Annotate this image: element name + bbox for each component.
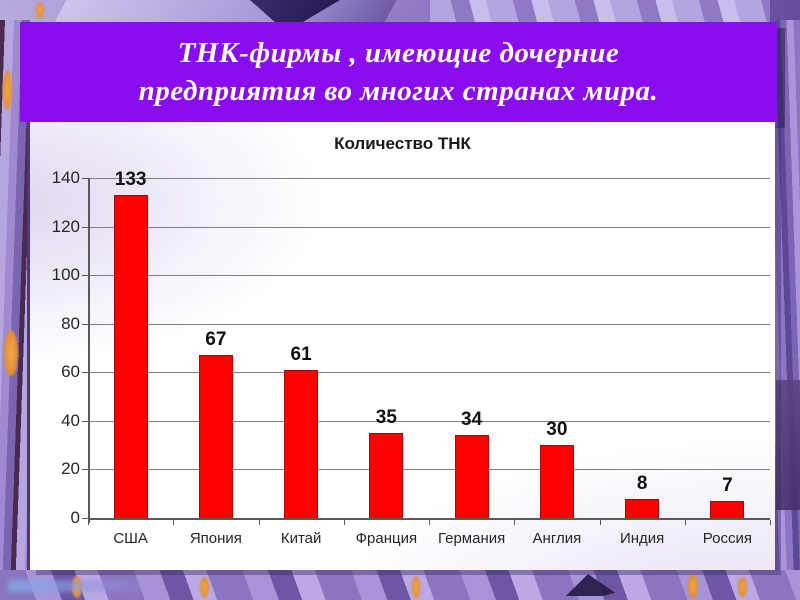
bar-value-label: 133: [114, 169, 147, 190]
x-axis-tick: [770, 520, 771, 525]
bar-Россия: [710, 501, 745, 518]
x-axis-tick: [514, 520, 516, 525]
x-axis-line: [88, 518, 770, 520]
bar-Германия: [454, 435, 489, 518]
chart-title: Количество ТНК: [334, 134, 471, 153]
slide-title-banner: ТНК-фирмы , имеющие дочерние предприятия…: [20, 22, 777, 122]
y-axis-label: 0: [70, 508, 80, 527]
y-axis-tick: [82, 372, 88, 374]
bar-value-label: 8: [636, 472, 648, 494]
bar-chart-plot-area: 0 20 40 60 80 100 120 140 133 США 67 Япония 61 Китай 3…: [30, 122, 775, 570]
x-axis-label: Россия: [702, 530, 752, 547]
x-axis-tick: [429, 520, 430, 525]
flower-stamen: [412, 576, 420, 598]
chart-panel: Количество ТНК 0 20 40 60 80 100 120 140 133 США 6…: [30, 122, 775, 570]
x-axis-tick: [173, 520, 175, 525]
bar-Китай: [284, 369, 319, 518]
x-axis-tick: [684, 520, 686, 525]
flower-stamen: [4, 330, 18, 376]
x-axis-tick: [343, 520, 345, 525]
flower-stamen: [738, 577, 747, 597]
y-axis-line: [88, 178, 90, 523]
y-axis-label: 140: [51, 168, 80, 187]
x-axis-label: Германия: [438, 530, 506, 547]
flower-petal-dark: [776, 380, 800, 510]
bar-Англия: [539, 445, 574, 518]
slide-title-line-2: предприятия во многих странах мира.: [138, 75, 659, 107]
x-axis-label: Франция: [355, 530, 418, 547]
y-axis-label: 120: [51, 216, 80, 236]
flower-stamen: [3, 70, 12, 110]
bar-value-label: 61: [290, 343, 312, 365]
flower-petal: [430, 0, 770, 24]
flower-petal: [53, 0, 397, 24]
y-axis-tick: [82, 178, 88, 179]
y-axis-label: 40: [61, 410, 80, 430]
x-axis-label: США: [113, 530, 148, 547]
bar-value-label: 7: [722, 475, 733, 496]
y-axis-tick: [82, 323, 88, 325]
x-axis-label: Англия: [532, 530, 582, 547]
bar-value-label: 67: [205, 329, 227, 351]
x-axis-label: Япония: [189, 530, 242, 547]
y-axis-tick: [82, 469, 88, 471]
y-axis-label: 60: [61, 362, 80, 382]
gridline: [88, 178, 770, 179]
y-axis-tick: [82, 518, 88, 519]
y-axis-tick: [82, 420, 88, 422]
bar-value-label: 30: [546, 419, 568, 441]
slide-title-line-1: ТНК-фирмы , имеющие дочерние: [177, 37, 620, 69]
y-axis-tick: [82, 275, 88, 277]
gridline: [88, 420, 770, 422]
x-axis-tick: [599, 520, 601, 525]
flower-stamen: [688, 574, 698, 598]
bar-value-label: 34: [461, 409, 483, 431]
gridline: [88, 323, 770, 325]
flower-stamen: [36, 2, 44, 18]
bar-Франция: [369, 433, 404, 518]
y-axis-label: 100: [51, 265, 80, 285]
y-axis-label: 20: [61, 459, 80, 479]
flower-stamen: [200, 577, 209, 597]
gridline: [88, 226, 770, 228]
watermark: [8, 580, 158, 592]
bar-Индия: [625, 498, 660, 518]
y-axis-tick: [82, 226, 88, 228]
x-axis-tick: [258, 520, 260, 525]
x-axis-tick: [88, 520, 89, 525]
gridline: [88, 469, 770, 471]
bar-США: [113, 195, 148, 518]
x-axis-label: Китай: [280, 530, 322, 547]
bar-Япония: [198, 355, 233, 518]
gridline: [88, 275, 770, 277]
bar-value-label: 35: [375, 407, 397, 428]
x-axis-label: Индия: [619, 530, 665, 547]
gridline: [88, 372, 770, 374]
y-axis-label: 80: [61, 313, 80, 333]
